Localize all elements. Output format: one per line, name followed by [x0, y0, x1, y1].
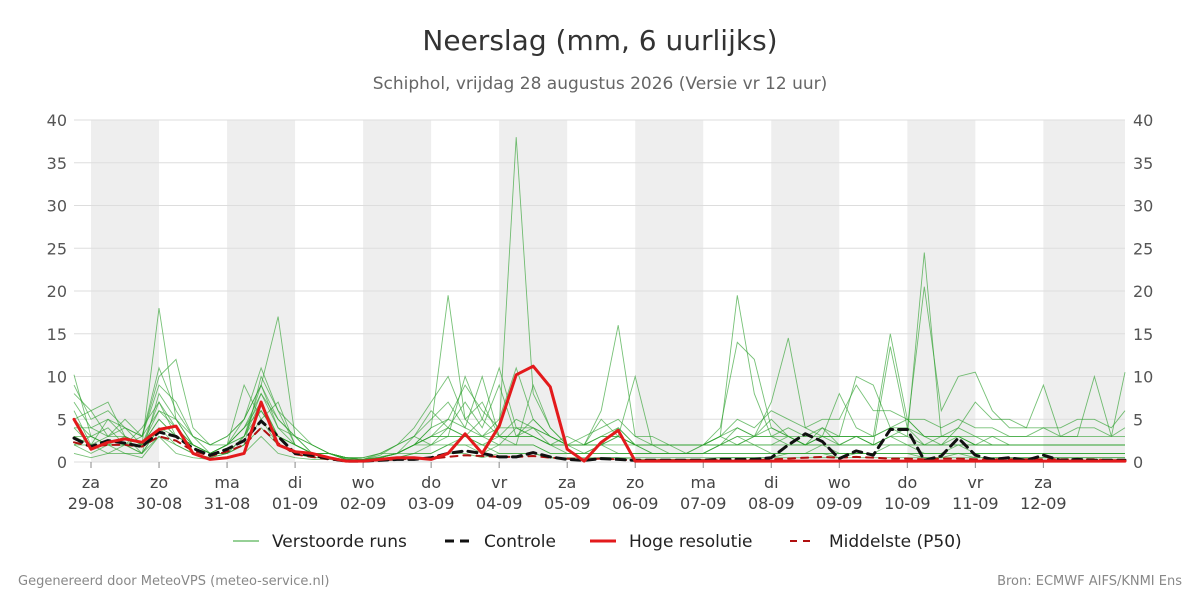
x-tick-date-0: 29-08 — [68, 494, 115, 513]
x-tick-day-12: do — [897, 473, 917, 492]
x-tick-day-14: za — [1034, 473, 1052, 492]
legend-label-control: Controle — [484, 532, 556, 552]
x-tick-date-7: 05-09 — [544, 494, 591, 513]
x-tick-day-3: di — [288, 473, 303, 492]
y-axis-right: 0 5 10 15 20 25 30 35 40 — [1133, 111, 1153, 472]
x-tick-day-0: za — [82, 473, 100, 492]
y-tick-right-15: 15 — [1133, 325, 1153, 344]
legend-label-median: Middelste (P50) — [829, 532, 962, 552]
y-tick-left-5: 5 — [57, 410, 67, 429]
y-tick-right-35: 35 — [1133, 154, 1153, 173]
x-tick-date-9: 07-09 — [680, 494, 727, 513]
x-tick-day-6: vr — [491, 473, 507, 492]
y-tick-left-0: 0 — [57, 453, 67, 472]
x-tick-date-8: 06-09 — [612, 494, 659, 513]
y-tick-left-15: 15 — [47, 325, 67, 344]
x-tick-date-6: 04-09 — [476, 494, 523, 513]
footer-generated-by: Gegenereerd door MeteoVPS (meteo-service… — [18, 574, 329, 589]
x-tick-date-13: 11-09 — [952, 494, 999, 513]
x-tick-date-14: 12-09 — [1020, 494, 1067, 513]
y-tick-left-30: 30 — [47, 197, 67, 216]
x-tick-day-1: zo — [150, 473, 168, 492]
x-tick-day-2: ma — [214, 473, 239, 492]
x-tick-day-7: za — [558, 473, 576, 492]
chart-title: Neerslag (mm, 6 uurlijks) — [422, 24, 777, 57]
ensemble-run-12 — [73, 375, 1126, 460]
x-tick-date-3: 01-09 — [272, 494, 319, 513]
chart-subtitle: Schiphol, vrijdag 28 augustus 2026 (Vers… — [373, 74, 828, 94]
x-axis: za 29-08 zo 30-08 ma 31-08 di 01-09 wo 02-09 do 03-… — [68, 462, 1067, 513]
y-tick-right-20: 20 — [1133, 282, 1153, 301]
legend-label-hires: Hoge resolutie — [629, 532, 753, 552]
x-tick-date-1: 30-08 — [136, 494, 183, 513]
x-tick-day-11: wo — [828, 473, 851, 492]
y-tick-left-40: 40 — [47, 111, 67, 130]
x-tick-date-2: 31-08 — [204, 494, 251, 513]
x-tick-day-5: do — [421, 473, 441, 492]
y-tick-left-35: 35 — [47, 154, 67, 173]
footer-source: Bron: ECMWF AIFS/KNMI Ens — [997, 574, 1182, 589]
legend-label-ensemble: Verstoorde runs — [272, 532, 407, 552]
y-tick-left-10: 10 — [47, 368, 67, 387]
series-hires — [72, 364, 1127, 463]
x-tick-date-11: 09-09 — [816, 494, 863, 513]
x-tick-day-10: di — [764, 473, 779, 492]
y-tick-right-5: 5 — [1133, 410, 1143, 429]
y-axis-left: 0 5 10 15 20 25 30 35 40 — [47, 111, 67, 472]
main-series — [72, 364, 1127, 463]
x-tick-day-4: wo — [352, 473, 375, 492]
x-tick-date-4: 02-09 — [340, 494, 387, 513]
x-tick-date-12: 10-09 — [884, 494, 931, 513]
x-tick-day-9: ma — [691, 473, 716, 492]
x-tick-day-8: zo — [626, 473, 644, 492]
x-tick-date-10: 08-09 — [748, 494, 795, 513]
y-tick-right-25: 25 — [1133, 239, 1153, 258]
x-tick-day-13: vr — [967, 473, 983, 492]
y-tick-right-10: 10 — [1133, 368, 1153, 387]
x-tick-date-5: 03-09 — [408, 494, 455, 513]
legend: Verstoorde runs Controle Hoge resolutie Mid… — [233, 532, 962, 552]
y-tick-right-0: 0 — [1133, 453, 1143, 472]
y-tick-left-25: 25 — [47, 239, 67, 258]
y-tick-right-40: 40 — [1133, 111, 1153, 130]
ensemble-run-3 — [73, 137, 1125, 459]
y-tick-left-20: 20 — [47, 282, 67, 301]
y-tick-right-30: 30 — [1133, 197, 1153, 216]
